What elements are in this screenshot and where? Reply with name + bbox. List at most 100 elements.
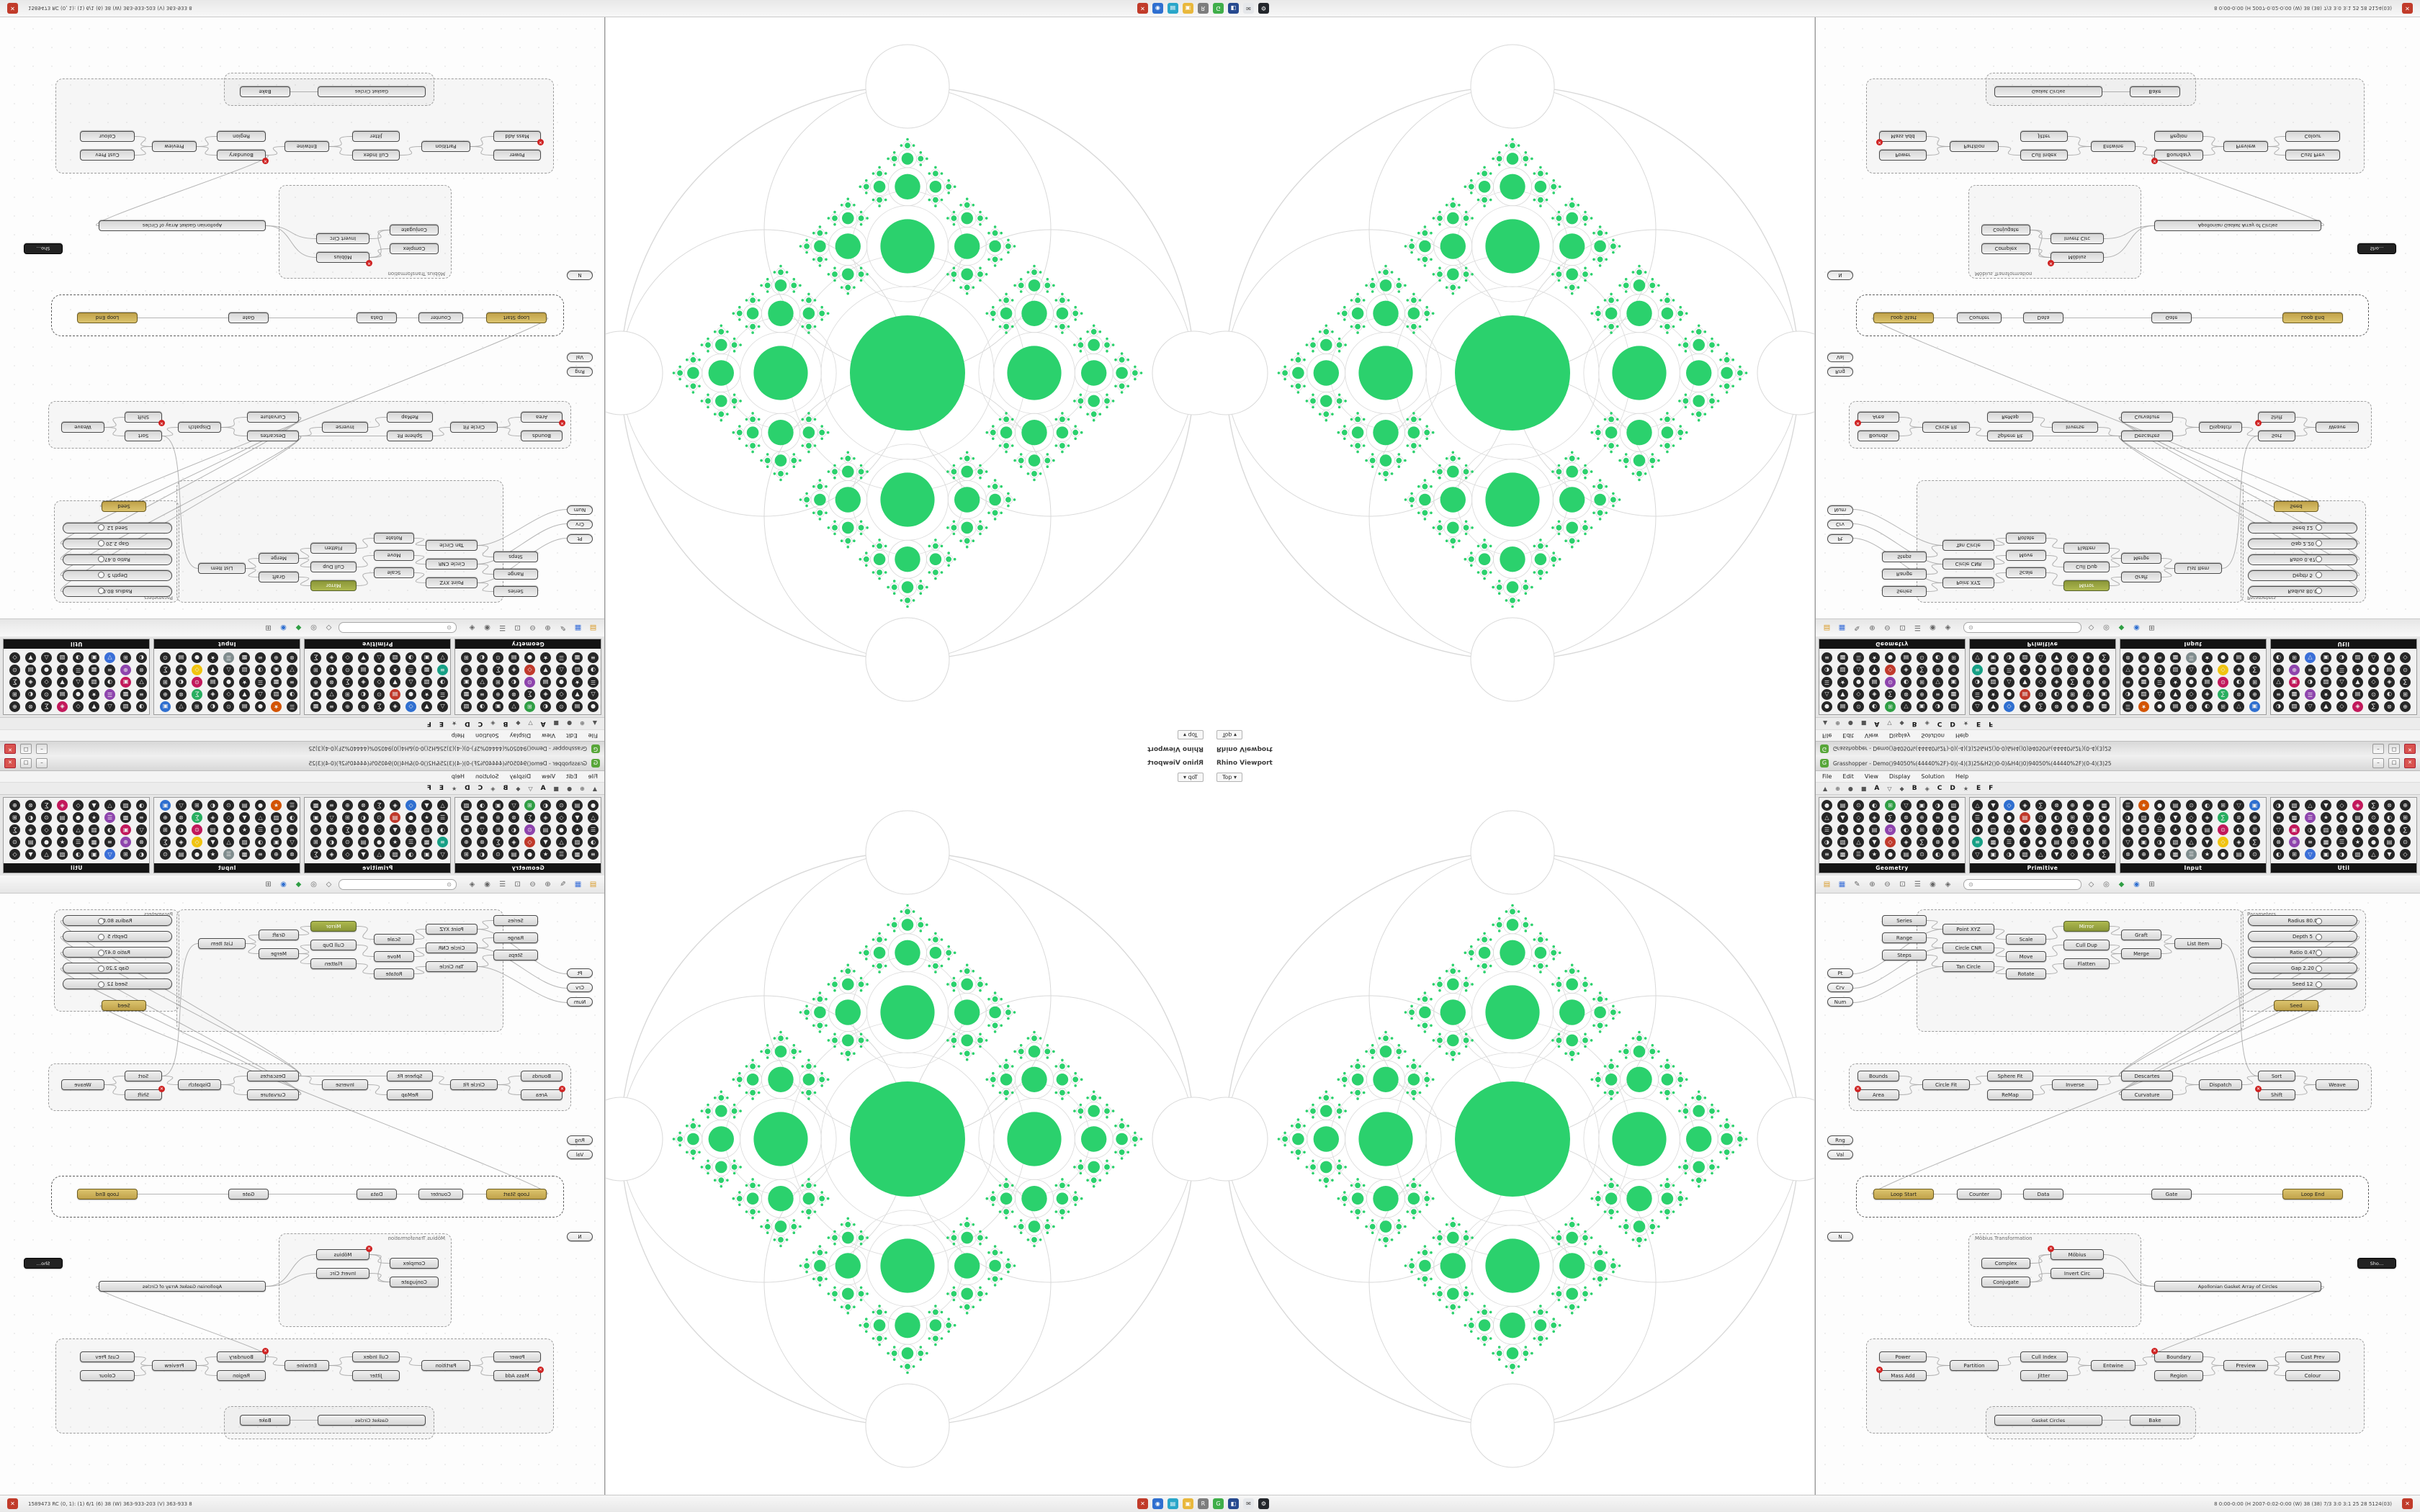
component-icon[interactable]: ◈	[2233, 837, 2244, 847]
component-icon[interactable]: ▼	[2202, 665, 2213, 675]
component-icon[interactable]: ⊞	[160, 824, 171, 835]
menu-item[interactable]: Solution	[1921, 773, 1945, 780]
component-icon[interactable]: ⊙	[192, 677, 202, 688]
gh-component-node[interactable]: Cull Dup	[2063, 940, 2110, 950]
save-icon[interactable]: ▦	[574, 880, 582, 888]
gh-tag-node[interactable]: Sho…	[24, 243, 63, 254]
component-icon[interactable]: ▽	[326, 812, 337, 823]
file-manager-icon[interactable]: ▤	[1167, 3, 1178, 14]
gh-param-node[interactable]: Val	[1827, 353, 1853, 362]
gh-component-node[interactable]: Preview	[2223, 1360, 2268, 1371]
component-icon[interactable]: ▧	[120, 701, 131, 712]
component-icon[interactable]: ●	[1853, 677, 1864, 688]
gh-component-node[interactable]: Tan Circle	[426, 961, 478, 972]
component-icon[interactable]: ⊙	[2368, 812, 2379, 823]
viewport-tab-top[interactable]: Top ▾	[1216, 773, 1243, 782]
component-icon[interactable]: ⊞	[160, 677, 171, 688]
component-icon[interactable]: ∑	[2099, 849, 2110, 860]
component-icon[interactable]: ▼	[2384, 849, 2395, 860]
gh-component-node[interactable]: Inverse	[2052, 422, 2098, 433]
component-icon[interactable]: ◑	[287, 689, 297, 700]
component-icon[interactable]: ◑	[255, 665, 266, 675]
gh-component-node[interactable]: Entwine	[284, 1360, 329, 1371]
browser-icon[interactable]: ◉	[1152, 1498, 1163, 1509]
component-icon[interactable]: ●	[192, 652, 202, 663]
component-icon[interactable]: ▩	[461, 812, 472, 823]
component-icon[interactable]: ◇	[2186, 689, 2197, 700]
component-icon[interactable]: ▽	[437, 652, 448, 663]
component-icon[interactable]: ∑	[2218, 689, 2228, 700]
gh-component-node[interactable]: List Item	[198, 938, 246, 949]
component-icon[interactable]: ⊞	[2067, 812, 2078, 823]
component-icon[interactable]: ▩	[271, 824, 282, 835]
component-icon[interactable]: ▧	[120, 800, 131, 811]
component-icon[interactable]: ◈	[508, 665, 519, 675]
menu-item[interactable]: File	[588, 773, 598, 780]
component-icon[interactable]: ▤	[239, 701, 250, 712]
component-icon[interactable]: ◈	[2083, 652, 2094, 663]
gh-component-node[interactable]: Rotate	[374, 968, 414, 979]
category-tab[interactable]: ●	[1847, 785, 1853, 792]
gh-component-node[interactable]: Range	[1882, 569, 1927, 580]
component-icon[interactable]: △	[588, 812, 599, 823]
gh-component-node[interactable]: Partition	[421, 1360, 470, 1371]
component-icon[interactable]: ▩	[2099, 701, 2110, 712]
component-icon[interactable]: ▣	[1917, 800, 1927, 811]
component-icon[interactable]: ●	[405, 689, 416, 700]
component-icon[interactable]: ⊕	[310, 677, 321, 688]
gh-component-node[interactable]: Counter	[418, 1189, 463, 1200]
gh-component-node[interactable]: Graft	[259, 930, 299, 940]
category-tab[interactable]: ▲	[592, 785, 597, 792]
component-icon[interactable]: ▩	[2321, 665, 2331, 675]
component-icon[interactable]: ⊙	[493, 652, 503, 663]
gh-component-node[interactable]: Descartes	[247, 431, 299, 441]
gh-component-node[interactable]: Circle CNR	[426, 942, 478, 953]
component-icon[interactable]: ⊕	[120, 837, 131, 847]
component-icon[interactable]: ⊙	[2400, 837, 2411, 847]
canvas-search-box[interactable]: ⊙	[339, 622, 457, 634]
rhino-icon[interactable]: R	[1197, 1498, 1209, 1509]
settings-icon[interactable]: ⚙	[1258, 1498, 1269, 1509]
component-icon[interactable]: ◐	[2202, 701, 2213, 712]
component-icon[interactable]: ◇	[556, 689, 567, 700]
component-icon[interactable]: ☰	[2336, 837, 2347, 847]
component-icon[interactable]: ◇	[556, 812, 567, 823]
component-icon[interactable]: ☰	[2186, 849, 2197, 860]
component-icon[interactable]: ◈	[1901, 837, 1912, 847]
component-icon[interactable]: ▤	[540, 677, 551, 688]
save-icon[interactable]: ▦	[1838, 880, 1846, 888]
component-icon[interactable]: ⊞	[461, 849, 472, 860]
component-icon[interactable]: ≡	[287, 677, 297, 688]
gh-wide-node[interactable]: Apollonian Gasket Array of Circles	[2154, 220, 2321, 231]
component-icon[interactable]: ⊗	[326, 824, 337, 835]
component-icon[interactable]: ●	[2186, 677, 2197, 688]
component-icon[interactable]: ★	[207, 849, 218, 860]
component-icon[interactable]: ☰	[2154, 677, 2165, 688]
component-icon[interactable]: ▽	[508, 800, 519, 811]
sketch-icon[interactable]: ✎	[560, 624, 566, 632]
component-icon[interactable]: ◈	[2051, 824, 2062, 835]
component-icon[interactable]: ◇	[223, 689, 234, 700]
component-icon[interactable]: ▣	[461, 677, 472, 688]
menu-item[interactable]: Edit	[566, 773, 578, 780]
component-icon[interactable]: ☰	[2186, 652, 2197, 663]
gh-component-node[interactable]: Steps	[493, 552, 538, 562]
category-tab[interactable]: ★	[1963, 720, 1968, 727]
gh-component-node[interactable]: Data	[357, 312, 397, 323]
component-icon[interactable]: ▼	[421, 701, 432, 712]
component-icon[interactable]: ◇	[2035, 824, 2046, 835]
gh-component-node[interactable]: List Item	[2174, 563, 2222, 574]
component-icon[interactable]: ◈	[176, 665, 187, 675]
component-icon[interactable]: △	[1972, 701, 1983, 712]
gh-component-node[interactable]: Inverse	[322, 1079, 368, 1090]
component-icon[interactable]: ⊙	[342, 665, 353, 675]
component-icon[interactable]: ⊙	[2249, 652, 2260, 663]
component-icon[interactable]: ∑	[2400, 824, 2411, 835]
menu-item[interactable]: View	[542, 732, 556, 739]
component-icon[interactable]: ⊕	[271, 849, 282, 860]
gh-wide-node[interactable]: Gasket Circles	[318, 86, 426, 97]
gh-selected-node[interactable]: Mirror	[2063, 921, 2110, 932]
component-icon[interactable]: ⊗	[2123, 652, 2133, 663]
component-icon[interactable]: ●	[73, 689, 84, 700]
component-icon[interactable]: ▼	[1869, 837, 1880, 847]
